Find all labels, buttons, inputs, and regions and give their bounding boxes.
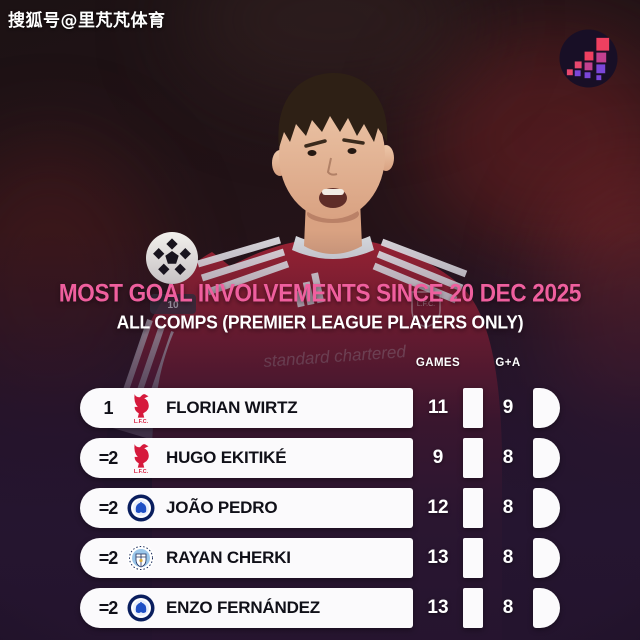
games-value: 9 [432, 447, 444, 468]
stairs-stats-logo-icon [559, 29, 618, 88]
svg-text:L.F.C.: L.F.C. [134, 469, 149, 473]
player-pill: =2 L.F.C. HUGO EKITIKÉ [80, 438, 413, 478]
ga-value: 8 [502, 597, 514, 618]
divider-bar [463, 588, 483, 628]
games-value: 12 [427, 497, 449, 518]
player-pill: 1 L.F.C. FLORIAN WIRTZ [80, 388, 413, 428]
row-endcap [533, 588, 560, 628]
row-endcap [533, 538, 560, 578]
champions-league-starball-icon [146, 232, 198, 284]
divider-bar [463, 538, 483, 578]
chelsea-crest-icon [126, 491, 156, 525]
player-name: FLORIAN WIRTZ [166, 398, 298, 417]
man-city-crest-icon [126, 541, 156, 575]
row-endcap [533, 488, 560, 528]
row-endcap [533, 388, 560, 428]
player-pill: =2 JOÃO PEDRO [80, 488, 413, 528]
page-title: MOST GOAL INVOLVEMENTS SINCE 20 DEC 2025 [58, 279, 582, 307]
liverpool-crest-icon: L.F.C. [126, 441, 156, 475]
player-pill: =2 ENZO FERNÁNDEZ [80, 588, 413, 628]
ga-value: 9 [502, 397, 514, 418]
table-row: =2 ENZO FERNÁNDEZ 13 8 [80, 588, 560, 628]
rank-label: 1 [103, 397, 113, 418]
table-row: =2 JOÃO PEDRO 12 8 [80, 488, 560, 528]
watermark: 搜狐号@里芃芃体育 [8, 11, 166, 31]
player-name: HUGO EKITIKÉ [166, 448, 287, 467]
divider-bar [463, 438, 483, 478]
svg-text:L.F.C.: L.F.C. [134, 419, 149, 423]
rank-label: =2 [98, 497, 119, 518]
ga-value: 8 [502, 447, 514, 468]
games-value: 13 [427, 547, 449, 568]
player-name: RAYAN CHERKI [166, 548, 291, 567]
player-name: ENZO FERNÁNDEZ [166, 598, 320, 617]
liverpool-crest-icon: L.F.C. [126, 391, 156, 425]
column-header-games: GAMES [415, 357, 461, 369]
column-header-ga: G+A [495, 357, 521, 369]
brand-logo [559, 29, 618, 88]
row-endcap [533, 438, 560, 478]
player-pill: =2 RAYAN CHERKI [80, 538, 413, 578]
chelsea-crest-icon [126, 591, 156, 625]
games-value: 13 [427, 597, 449, 618]
divider-bar [463, 488, 483, 528]
table-row: 1 L.F.C. FLORIAN WIRTZ 11 9 [80, 388, 560, 428]
ga-value: 8 [502, 547, 514, 568]
page-subtitle: ALL COMPS (PREMIER LEAGUE PLAYERS ONLY) [116, 311, 524, 333]
table-row: =2 L.F.C. HUGO EKITIKÉ 9 8 [80, 438, 560, 478]
divider-bar [463, 388, 483, 428]
player-name: JOÃO PEDRO [166, 498, 278, 517]
table-row: =2 RAYAN CHERKI 13 8 [80, 538, 560, 578]
player-eye [307, 150, 317, 156]
rank-label: =2 [98, 547, 119, 568]
player-eye [347, 148, 357, 154]
ga-value: 8 [502, 497, 514, 518]
rank-label: =2 [98, 447, 119, 468]
rank-label: =2 [98, 597, 119, 618]
games-value: 11 [427, 397, 449, 418]
